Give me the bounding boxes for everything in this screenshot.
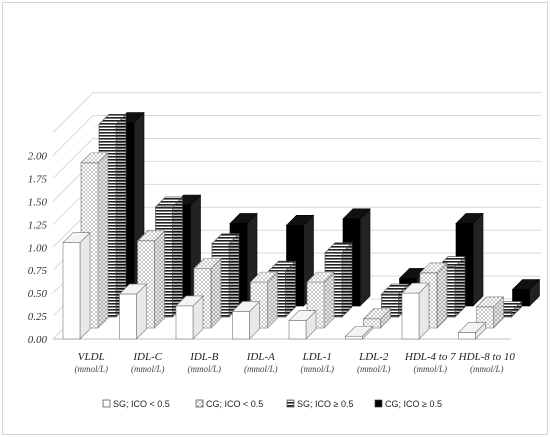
y-tick-label: 1.75 [28, 173, 48, 185]
bar [362, 308, 392, 329]
y-tick-label: 0.50 [28, 288, 48, 300]
legend-swatch [195, 399, 204, 408]
x-tick-unit: (mmol/L) [244, 364, 278, 374]
bar-side [97, 152, 109, 329]
y-axis: 0.00 0.25 0.50 0.75 1.00 1.25 1.50 1.75 2.00 [28, 151, 48, 346]
bar-side [115, 113, 127, 318]
y-tick-label: 2.00 [28, 151, 48, 163]
legend-swatch [102, 399, 111, 408]
x-tick-label: HDL-8 to 10 [458, 351, 516, 363]
x-tick-unit: (mmol/L) [301, 364, 335, 374]
x-tick-label: HDL-4 to 7 [404, 351, 456, 363]
bar [231, 300, 261, 340]
x-tick-unit: (mmol/L) [414, 364, 448, 374]
y-tick-label: 1.00 [28, 242, 48, 254]
bar-side [436, 262, 448, 329]
y-tick-label: 0.00 [28, 334, 48, 346]
bar-side [454, 255, 466, 318]
bar-front [175, 305, 194, 340]
x-tick-unit: (mmol/L) [131, 364, 165, 374]
bar [175, 295, 204, 340]
bar-side [359, 208, 371, 307]
bar-front [288, 320, 307, 340]
legend-label: SG; ICO ≥ 0.5 [297, 399, 353, 409]
y-tick-label: 1.25 [28, 219, 48, 231]
x-axis-labels: VLDL(mmol/L)IDL-C(mmol/L)IDL-B(mmol/L)ID… [75, 351, 516, 374]
bar-side [154, 230, 165, 329]
y-tick-label: 0.75 [28, 265, 48, 277]
legend-label: CG; ICO < 0.5 [206, 399, 263, 409]
bar-chart-3d: 0.00 0.25 0.50 0.75 1.00 1.25 1.50 1.75 2.00 VLD… [28, 92, 541, 409]
legend: SG; ICO < 0.5 CG; ICO < 0.5 SG; ICO ≥ 0.5 C… [102, 399, 442, 409]
bar [344, 325, 374, 340]
legend-swatch [374, 399, 383, 408]
y-tick-label: 1.50 [28, 196, 48, 208]
bar-side [79, 231, 91, 340]
bar-side [210, 257, 222, 329]
gridline-depth [52, 92, 94, 133]
gridline-depth [52, 115, 94, 156]
bar-front [345, 335, 363, 340]
x-tick-label: IDL-B [189, 351, 218, 363]
bar [457, 321, 487, 340]
bar-front [232, 311, 250, 340]
bar-side [172, 196, 183, 318]
bar-front [119, 293, 137, 340]
x-tick-unit: (mmol/L) [75, 364, 109, 374]
x-tick-label: VLDL [78, 351, 105, 363]
bar [62, 231, 91, 340]
bar-side [341, 242, 353, 318]
x-tick-unit: (mmol/L) [188, 364, 222, 374]
bar [288, 309, 317, 340]
x-tick-label: IDL-A [246, 351, 275, 363]
x-tick-label: IDL-C [132, 351, 162, 363]
bar-front [458, 332, 476, 340]
bar-side [228, 232, 240, 318]
x-tick-label: LDL-1 [302, 351, 332, 363]
legend-label: CG; ICO ≥ 0.5 [385, 399, 442, 409]
x-tick-label: LDL-2 [358, 351, 389, 363]
bars [62, 111, 541, 340]
bar-front [62, 242, 81, 340]
bar [118, 283, 148, 340]
x-tick-unit: (mmol/L) [357, 364, 391, 374]
y-tick-label: 0.25 [28, 311, 48, 323]
legend-label: SG; ICO < 0.5 [113, 399, 170, 409]
x-tick-unit: (mmol/L) [470, 364, 504, 374]
bar [401, 282, 430, 340]
bar-side [472, 212, 484, 307]
legend-swatch [286, 399, 295, 408]
gridline-depth [52, 138, 94, 179]
bar-front [401, 292, 420, 340]
